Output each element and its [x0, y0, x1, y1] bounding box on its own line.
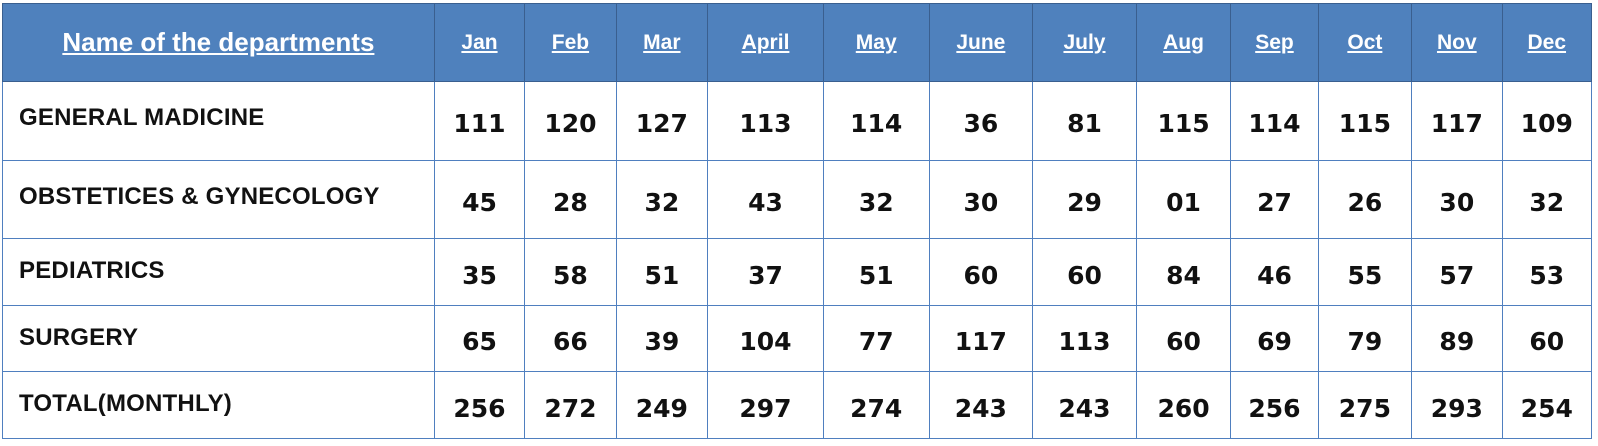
header-month-jan: Jan	[433, 3, 526, 82]
row-department-label: PEDIATRICS	[2, 238, 435, 306]
table-cell: 69	[1230, 304, 1319, 373]
table-cell: 104	[707, 304, 824, 373]
table-cell: 43	[707, 159, 824, 240]
table-cell: 127	[615, 81, 709, 161]
table-row-obstetrics-gynecology: OBSTETICES & GYNECOLOGY 45 28 32 43 32 3…	[2, 159, 1593, 240]
table-cell: 30	[1411, 159, 1503, 240]
table-cell: 60	[1032, 238, 1137, 306]
table-cell: 57	[1411, 238, 1503, 306]
table-cell: 120	[524, 81, 617, 161]
table-cell: 35	[433, 238, 526, 306]
table-header: Name of the departments Jan Feb Mar Apri…	[2, 3, 1593, 82]
table-cell: 79	[1317, 304, 1413, 373]
table-cell: 37	[707, 238, 824, 306]
header-month-feb: Feb	[524, 3, 617, 82]
table-cell: 297	[707, 371, 824, 439]
table-cell: 111	[433, 81, 526, 161]
table-cell: 28	[524, 159, 617, 240]
table-cell: 77	[822, 304, 930, 373]
header-month-oct: Oct	[1317, 3, 1413, 82]
table-cell: 36	[928, 81, 1034, 161]
table-cell: 249	[615, 371, 709, 439]
row-department-label: SURGERY	[2, 304, 435, 373]
table-row-total-monthly: TOTAL(MONTHLY) 256 272 249 297 274 243 2…	[2, 371, 1593, 439]
table-cell: 243	[1032, 371, 1137, 439]
table-cell: 109	[1501, 81, 1593, 161]
table-cell: 51	[615, 238, 709, 306]
table-cell: 27	[1230, 159, 1319, 240]
table-cell: 275	[1317, 371, 1413, 439]
table-row-pediatrics: PEDIATRICS 35 58 51 37 51 60 60 84 46 55…	[2, 238, 1593, 306]
table-cell: 114	[1230, 81, 1319, 161]
table-cell: 32	[615, 159, 709, 240]
header-month-aug: Aug	[1135, 3, 1232, 82]
table-cell: 26	[1317, 159, 1413, 240]
table-cell: 39	[615, 304, 709, 373]
table-body: GENERAL MADICINE 111 120 127 113 114 36 …	[2, 81, 1593, 439]
table-cell: 115	[1135, 81, 1232, 161]
header-department: Name of the departments	[2, 3, 435, 82]
table-cell: 254	[1501, 371, 1593, 439]
header-month-dec: Dec	[1501, 3, 1593, 82]
table-cell: 89	[1411, 304, 1503, 373]
table-cell: 32	[1501, 159, 1593, 240]
table-cell: 60	[1135, 304, 1232, 373]
table-cell: 01	[1135, 159, 1232, 240]
table-cell: 113	[707, 81, 824, 161]
table-cell: 272	[524, 371, 617, 439]
table-cell: 30	[928, 159, 1034, 240]
row-department-label: GENERAL MADICINE	[2, 81, 435, 161]
table-cell: 55	[1317, 238, 1413, 306]
table-cell: 114	[822, 81, 930, 161]
table-cell: 58	[524, 238, 617, 306]
table-cell: 256	[1230, 371, 1319, 439]
table-cell: 46	[1230, 238, 1319, 306]
table-cell: 117	[928, 304, 1034, 373]
header-month-july: July	[1032, 3, 1137, 82]
table-cell: 29	[1032, 159, 1137, 240]
table-cell: 274	[822, 371, 930, 439]
table-cell: 117	[1411, 81, 1503, 161]
table-cell: 293	[1411, 371, 1503, 439]
table-cell: 113	[1032, 304, 1137, 373]
table-cell: 243	[928, 371, 1034, 439]
table-cell: 65	[433, 304, 526, 373]
table-cell: 66	[524, 304, 617, 373]
table-cell: 60	[1501, 304, 1593, 373]
table-cell: 45	[433, 159, 526, 240]
table-row-surgery: SURGERY 65 66 39 104 77 117 113 60 69 79…	[2, 304, 1593, 373]
table-cell: 256	[433, 371, 526, 439]
department-monthly-table: Name of the departments Jan Feb Mar Apri…	[2, 3, 1593, 439]
header-month-nov: Nov	[1411, 3, 1503, 82]
header-month-sep: Sep	[1230, 3, 1319, 82]
header-month-june: June	[928, 3, 1034, 82]
department-monthly-table-container: Name of the departments Jan Feb Mar Apri…	[2, 3, 1593, 439]
table-cell: 60	[928, 238, 1034, 306]
header-month-april: April	[707, 3, 824, 82]
header-month-mar: Mar	[615, 3, 709, 82]
table-cell: 81	[1032, 81, 1137, 161]
table-cell: 32	[822, 159, 930, 240]
header-month-may: May	[822, 3, 930, 82]
header-row: Name of the departments Jan Feb Mar Apri…	[2, 3, 1593, 82]
row-department-label: TOTAL(MONTHLY)	[2, 371, 435, 439]
table-cell: 51	[822, 238, 930, 306]
row-department-label: OBSTETICES & GYNECOLOGY	[2, 159, 435, 240]
table-cell: 84	[1135, 238, 1232, 306]
table-cell: 53	[1501, 238, 1593, 306]
table-row-general-medicine: GENERAL MADICINE 111 120 127 113 114 36 …	[2, 81, 1593, 161]
table-cell: 260	[1135, 371, 1232, 439]
table-cell: 115	[1317, 81, 1413, 161]
